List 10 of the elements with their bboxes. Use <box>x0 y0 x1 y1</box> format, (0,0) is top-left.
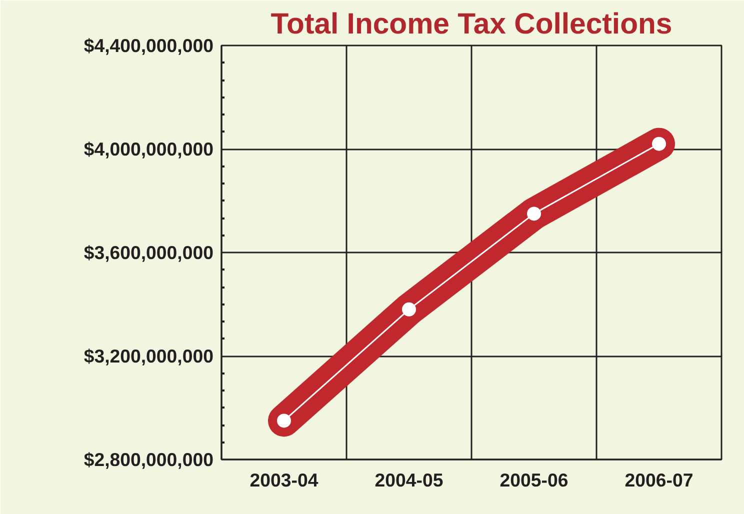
x-tick-label: 2004-05 <box>374 470 444 490</box>
y-tick-label: $2,800,000,000 <box>84 449 214 470</box>
y-tick-label: $3,600,000,000 <box>84 242 214 263</box>
y-tick-label: $4,400,000,000 <box>84 35 214 56</box>
x-tick-label: 2006-07 <box>624 470 694 490</box>
y-tick-label: $3,200,000,000 <box>84 346 214 366</box>
x-tick-label: 2003-04 <box>250 470 319 490</box>
x-tick-label: 2005-06 <box>500 470 568 490</box>
y-tick-label: $4,000,000,000 <box>84 138 214 160</box>
chart-title: Total Income Tax Collections <box>270 8 672 40</box>
